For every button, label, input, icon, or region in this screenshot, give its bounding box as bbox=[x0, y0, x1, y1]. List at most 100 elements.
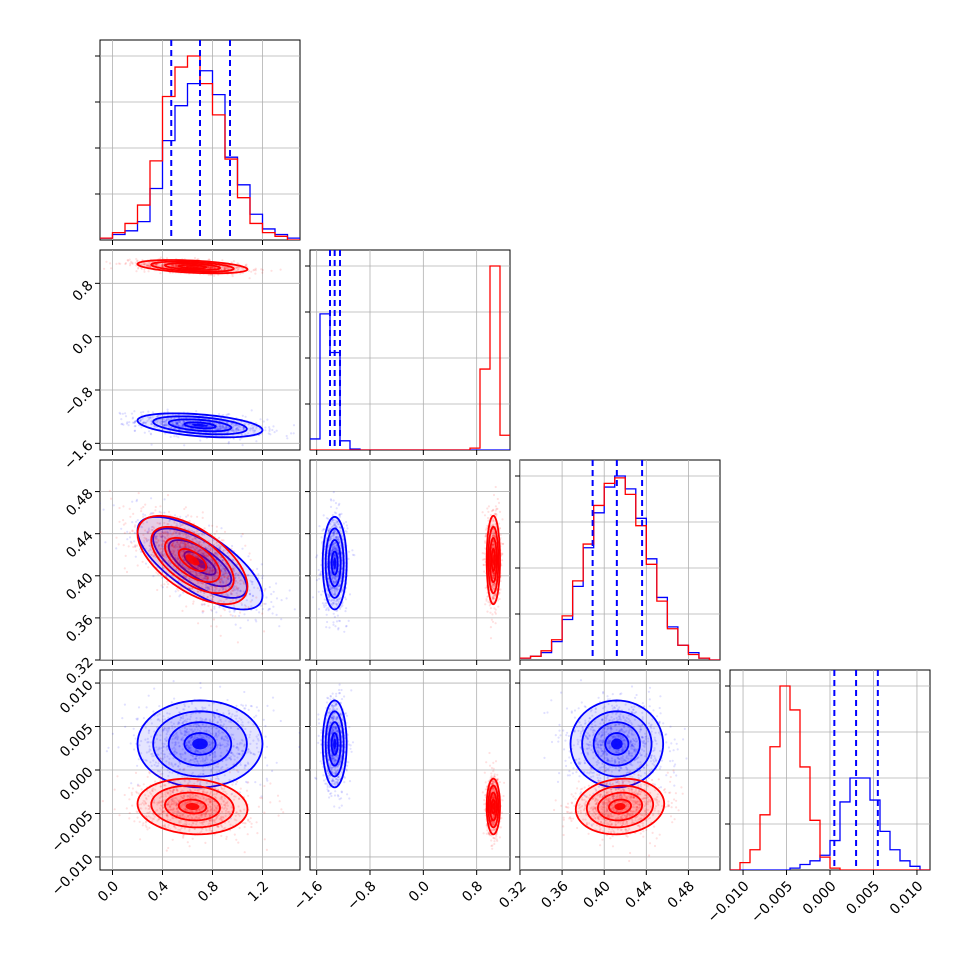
sample-point bbox=[252, 430, 255, 433]
sample-point bbox=[162, 548, 165, 551]
sample-point bbox=[213, 577, 216, 580]
sample-point bbox=[230, 592, 233, 596]
sample-point bbox=[219, 547, 222, 550]
sample-point bbox=[156, 535, 159, 538]
sample-point bbox=[208, 566, 211, 570]
sample-point bbox=[225, 565, 228, 569]
sample-point bbox=[486, 507, 489, 510]
sample-point bbox=[189, 573, 192, 576]
sample-point bbox=[182, 425, 185, 428]
sample-point bbox=[224, 598, 227, 601]
sample-point bbox=[175, 422, 178, 425]
sample-point bbox=[184, 545, 187, 548]
sample-point bbox=[169, 552, 172, 555]
sample-point bbox=[251, 569, 255, 572]
sample-point bbox=[238, 579, 241, 582]
sample-point bbox=[331, 598, 334, 602]
sample-point bbox=[184, 523, 188, 526]
sample-point bbox=[199, 573, 202, 576]
sample-point bbox=[143, 421, 146, 425]
sample-point bbox=[171, 544, 174, 547]
sample-point bbox=[235, 587, 238, 590]
sample-point bbox=[220, 578, 223, 581]
sample-point bbox=[231, 429, 234, 432]
sample-point bbox=[339, 526, 342, 529]
sample-point bbox=[163, 532, 166, 535]
sample-point bbox=[180, 585, 183, 588]
sample-point bbox=[182, 563, 185, 566]
sample-point bbox=[327, 531, 330, 534]
sample-point bbox=[214, 571, 217, 574]
sample-point bbox=[204, 574, 207, 577]
sample-point bbox=[160, 543, 163, 547]
sample-point bbox=[491, 575, 495, 578]
sample-point bbox=[195, 556, 198, 559]
sample-point bbox=[161, 420, 164, 423]
sample-point bbox=[134, 420, 137, 423]
sample-point bbox=[236, 586, 239, 589]
sample-point bbox=[261, 607, 264, 611]
sample-point bbox=[337, 523, 340, 526]
sample-point bbox=[207, 586, 210, 589]
sample-point bbox=[327, 608, 330, 611]
sample-point bbox=[142, 421, 146, 424]
sample-point bbox=[176, 422, 179, 425]
sample-point bbox=[177, 582, 180, 586]
sample-point bbox=[493, 573, 496, 576]
sample-point bbox=[259, 418, 262, 421]
sample-point bbox=[184, 544, 187, 547]
sample-point bbox=[183, 550, 186, 553]
sample-point bbox=[149, 548, 153, 552]
sample-point bbox=[265, 596, 268, 599]
sample-point bbox=[253, 429, 256, 432]
sample-point bbox=[160, 264, 163, 267]
sample-point bbox=[335, 589, 338, 593]
sample-point bbox=[205, 585, 208, 589]
sample-point bbox=[183, 532, 186, 535]
sample-point bbox=[175, 435, 178, 438]
sample-point bbox=[235, 424, 238, 427]
sample-point bbox=[321, 541, 324, 544]
sample-point bbox=[173, 265, 176, 268]
sample-point bbox=[242, 581, 245, 585]
sample-point bbox=[155, 537, 158, 540]
sample-point bbox=[161, 420, 164, 423]
sample-point bbox=[223, 567, 226, 570]
sample-point bbox=[192, 545, 195, 548]
sample-point bbox=[176, 541, 179, 544]
sample-point bbox=[228, 610, 231, 613]
sample-point bbox=[185, 534, 188, 537]
sample-point bbox=[327, 593, 330, 596]
sample-point bbox=[237, 268, 240, 271]
sample-point bbox=[158, 522, 161, 525]
sample-point bbox=[328, 582, 331, 585]
sample-point bbox=[326, 562, 329, 566]
sample-point bbox=[219, 563, 223, 566]
sample-point bbox=[179, 525, 182, 528]
sample-point bbox=[339, 530, 342, 533]
sample-point bbox=[226, 566, 229, 569]
sample-point bbox=[241, 444, 244, 447]
sample-point bbox=[173, 560, 177, 563]
sample-point bbox=[144, 514, 147, 517]
sample-point bbox=[244, 605, 247, 608]
sample-point bbox=[195, 540, 198, 543]
sample-point bbox=[128, 421, 131, 424]
sample-point bbox=[160, 553, 163, 556]
sample-point bbox=[251, 583, 254, 586]
sample-point bbox=[133, 420, 137, 423]
sample-point bbox=[242, 427, 245, 430]
sample-point bbox=[154, 547, 157, 550]
sample-point bbox=[161, 586, 164, 589]
sample-point bbox=[216, 571, 220, 574]
sample-point bbox=[332, 531, 335, 535]
sample-point bbox=[235, 572, 238, 575]
sample-point bbox=[160, 422, 163, 426]
sample-point bbox=[181, 422, 184, 425]
sample-point bbox=[208, 259, 211, 262]
sample-point bbox=[214, 574, 217, 577]
contour-line-red bbox=[150, 525, 235, 595]
sample-point bbox=[256, 567, 259, 571]
sample-point bbox=[330, 591, 333, 594]
sample-point bbox=[165, 257, 169, 260]
